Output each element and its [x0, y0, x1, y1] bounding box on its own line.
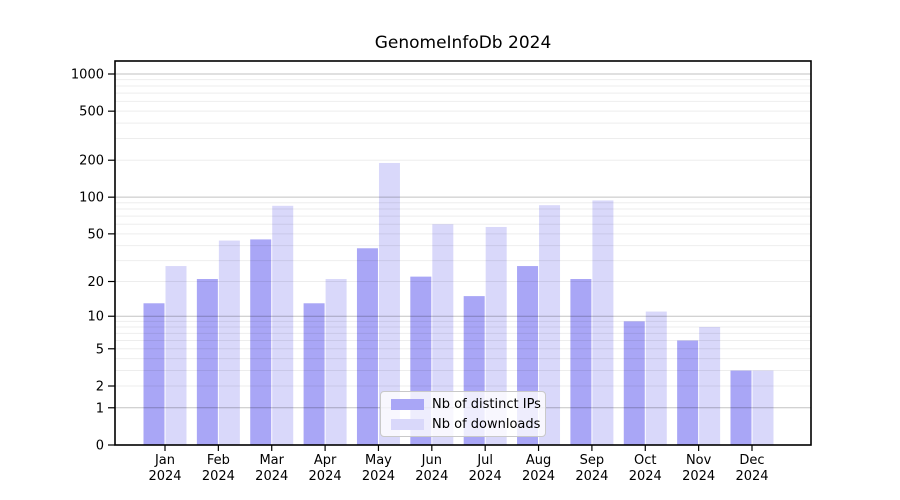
bar-downloads — [592, 200, 614, 445]
bar-downloads — [699, 327, 721, 445]
chart-title: GenomeInfoDb 2024 — [375, 33, 552, 53]
bar-distinct-ips — [730, 370, 752, 445]
y-tick-label: 0 — [96, 439, 104, 454]
x-tick-label-year: 2024 — [575, 469, 608, 484]
bar-downloads — [165, 266, 187, 445]
x-tick-label-year: 2024 — [148, 469, 181, 484]
bar-downloads — [218, 240, 240, 445]
gridlines — [115, 73, 811, 409]
bar-downloads — [378, 162, 400, 446]
x-tick-label-month: Jun — [421, 453, 442, 468]
x-tick-label-month: Jan — [154, 453, 175, 468]
bar-distinct-ips — [250, 239, 272, 445]
bar-distinct-ips — [356, 248, 378, 445]
x-tick-label-year: 2024 — [522, 469, 555, 484]
bar-downloads — [645, 311, 667, 445]
bar-distinct-ips — [677, 340, 699, 445]
bar-distinct-ips — [196, 279, 218, 445]
x-tick-label-year: 2024 — [735, 469, 768, 484]
legend-item-distinct-ips: Nb of distinct IPs — [391, 397, 545, 412]
x-tick-label-month: Jul — [476, 453, 493, 468]
bar-downloads — [325, 279, 347, 445]
x-tick-label-year: 2024 — [309, 469, 342, 484]
bar-distinct-ips — [303, 303, 325, 445]
y-tick-label: 20 — [87, 275, 104, 290]
x-tick-label-month: Dec — [739, 453, 764, 468]
legend-swatch-ips-icon — [391, 398, 424, 410]
x-tick-label-year: 2024 — [255, 469, 288, 484]
x-tick-label-month: Nov — [686, 453, 712, 468]
bar-downloads — [752, 370, 774, 445]
bar-distinct-ips — [570, 279, 592, 445]
y-axis: 0 1 2 5 10 20 50 100 200 500 1000 — [71, 68, 115, 454]
y-tick-label: 1 — [96, 401, 104, 416]
x-tick-label-year: 2024 — [469, 469, 502, 484]
x-tick-label-month: Sep — [580, 453, 605, 468]
bar-distinct-ips — [623, 321, 645, 445]
y-tick-label: 500 — [79, 105, 104, 120]
y-tick-label: 10 — [87, 310, 104, 325]
legend-label: Nb of downloads — [432, 416, 541, 432]
bar-distinct-ips — [143, 303, 165, 445]
y-tick-label: 100 — [79, 191, 104, 206]
bar-downloads — [272, 205, 294, 445]
y-tick-label: 5 — [96, 342, 104, 357]
x-tick-label-month: Mar — [259, 453, 284, 468]
x-tick-label-month: Apr — [314, 453, 337, 468]
bar-downloads — [485, 226, 507, 445]
legend-item-downloads: Nb of downloads — [391, 417, 545, 432]
x-tick-label-month: May — [365, 453, 392, 468]
legend: Nb of distinct IPs Nb of downloads — [380, 391, 546, 437]
legend-swatch-downloads-icon — [391, 418, 424, 430]
y-tick-label: 50 — [87, 227, 104, 242]
x-tick-label-year: 2024 — [682, 469, 715, 484]
legend-label: Nb of distinct IPs — [432, 396, 541, 412]
bar-downloads — [432, 224, 454, 445]
x-tick-label-year: 2024 — [629, 469, 662, 484]
x-tick-label-year: 2024 — [202, 469, 235, 484]
y-tick-label: 200 — [79, 154, 104, 169]
x-tick-label-year: 2024 — [415, 469, 448, 484]
x-tick-label-month: Aug — [526, 453, 551, 468]
x-tick-label-month: Oct — [634, 453, 656, 468]
x-axis: Jan2024Feb2024Mar2024Apr2024May2024Jun20… — [148, 445, 769, 484]
y-tick-label: 2 — [96, 380, 104, 395]
x-tick-label-year: 2024 — [362, 469, 395, 484]
x-tick-label-month: Feb — [207, 453, 230, 468]
y-tick-label: 1000 — [71, 68, 104, 83]
plot-border — [114, 60, 812, 446]
bar-downloads — [539, 205, 561, 445]
